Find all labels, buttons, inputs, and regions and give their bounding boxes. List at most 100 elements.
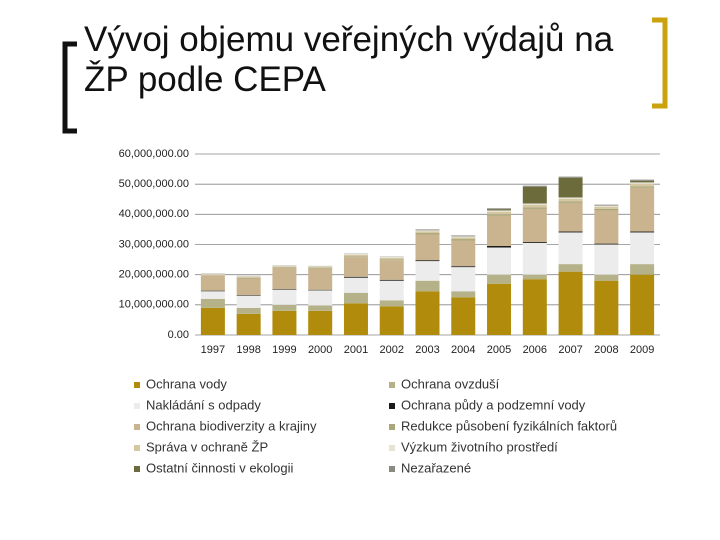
bar-segment	[236, 295, 261, 308]
bar-segment	[236, 277, 261, 279]
legend-swatch	[389, 424, 395, 430]
y-tick-label: 30,000,000.00	[119, 238, 189, 250]
legend-swatch	[134, 382, 140, 388]
bar-segment	[487, 274, 512, 284]
x-tick-label: 2003	[415, 344, 439, 356]
bar-segment	[594, 210, 619, 244]
bar-segment	[630, 232, 655, 265]
bar-segment	[236, 307, 261, 314]
bar-segment	[200, 275, 225, 291]
bar-segment	[343, 257, 368, 277]
legend-swatch	[134, 445, 140, 451]
bar-segment	[343, 292, 368, 304]
x-tick-label: 2006	[523, 344, 547, 356]
bar-segment	[236, 278, 261, 296]
bar-segment	[308, 268, 333, 290]
bar-segment	[522, 274, 547, 280]
bar-segment	[343, 254, 368, 257]
bar-segment	[630, 231, 655, 233]
legend-label: Výzkum životního prostředí	[401, 439, 558, 454]
y-tick-label: 60,000,000.00	[119, 148, 189, 160]
legend-swatch	[389, 382, 395, 388]
bar-segment	[522, 186, 547, 204]
bar-segment	[558, 201, 583, 203]
bar-segment	[630, 186, 655, 188]
bar-segment	[308, 290, 333, 306]
legend-label: Ostatní činnosti v ekologii	[146, 460, 294, 475]
y-tick-label: 20,000,000.00	[119, 269, 189, 281]
bar-segment	[379, 260, 404, 280]
bar-segment	[415, 234, 440, 261]
bar-segment	[487, 209, 512, 211]
bar-segment	[343, 256, 368, 258]
bar-segment	[558, 197, 583, 199]
y-tick-label: 0.00	[168, 329, 189, 341]
bar-segment	[308, 268, 333, 269]
bar-segment	[522, 279, 547, 335]
bar-segment	[451, 239, 476, 241]
bar-segment	[308, 266, 333, 269]
bar-segment	[379, 259, 404, 261]
legend-label: Ochrana ovzduší	[401, 376, 500, 391]
bar-segment	[594, 204, 619, 206]
bar-segment	[415, 280, 440, 292]
bar-segment	[558, 232, 583, 265]
bar-segment	[343, 276, 368, 278]
x-tick-label: 2002	[379, 344, 403, 356]
bar-segment	[522, 204, 547, 208]
x-tick-label: 2008	[594, 344, 618, 356]
bar-segment	[236, 295, 261, 296]
bar-segment	[487, 246, 512, 248]
bar-segment	[236, 313, 261, 335]
bar-segment	[343, 277, 368, 293]
bar-segment	[272, 266, 297, 268]
bar-segment	[522, 242, 547, 275]
legend-swatch	[389, 445, 395, 451]
bar-segment	[272, 289, 297, 290]
x-tick-label: 2005	[487, 344, 511, 356]
bar-segment	[594, 244, 619, 275]
x-tick-label: 2007	[558, 344, 582, 356]
bar-segment	[451, 237, 476, 240]
y-tick-label: 40,000,000.00	[119, 208, 189, 220]
bar-segment	[558, 271, 583, 335]
bar-segment	[236, 276, 261, 278]
bar-segment	[451, 291, 476, 298]
bar-segment	[415, 261, 440, 281]
bar-segment	[558, 177, 583, 198]
x-tick-label: 1997	[201, 344, 225, 356]
bar-segment	[415, 231, 440, 234]
bar-segment	[451, 236, 476, 238]
bar-segment	[272, 310, 297, 335]
bar-segment	[343, 303, 368, 335]
legend-swatch	[389, 403, 395, 409]
bar-segment	[594, 274, 619, 281]
bar-segment	[522, 207, 547, 209]
bar-segment	[558, 202, 583, 232]
bar-segment	[558, 231, 583, 233]
bar-segment	[594, 243, 619, 245]
bar-segment	[558, 198, 583, 202]
bar-segment	[487, 215, 512, 247]
bar-segment	[487, 214, 512, 216]
x-tick-label: 2009	[630, 344, 654, 356]
bar-segment	[630, 179, 655, 181]
bar-segment	[272, 304, 297, 311]
bar-segment	[379, 256, 404, 258]
bar-segment	[522, 242, 547, 243]
y-tick-label: 50,000,000.00	[119, 178, 189, 190]
bar-segment	[379, 306, 404, 335]
bar-segment	[487, 210, 512, 212]
bar-segment	[415, 291, 440, 335]
bar-segment	[415, 229, 440, 231]
bar-segment	[522, 208, 547, 243]
bar-segment	[308, 310, 333, 335]
bar-segment	[451, 240, 476, 267]
bar-segment	[272, 268, 297, 290]
bar-segment	[630, 183, 655, 187]
bar-segment	[379, 300, 404, 307]
slide-title: Vývoj objemu veřejných výdajů na ŽP podl…	[84, 20, 614, 99]
legend-swatch	[134, 424, 140, 430]
